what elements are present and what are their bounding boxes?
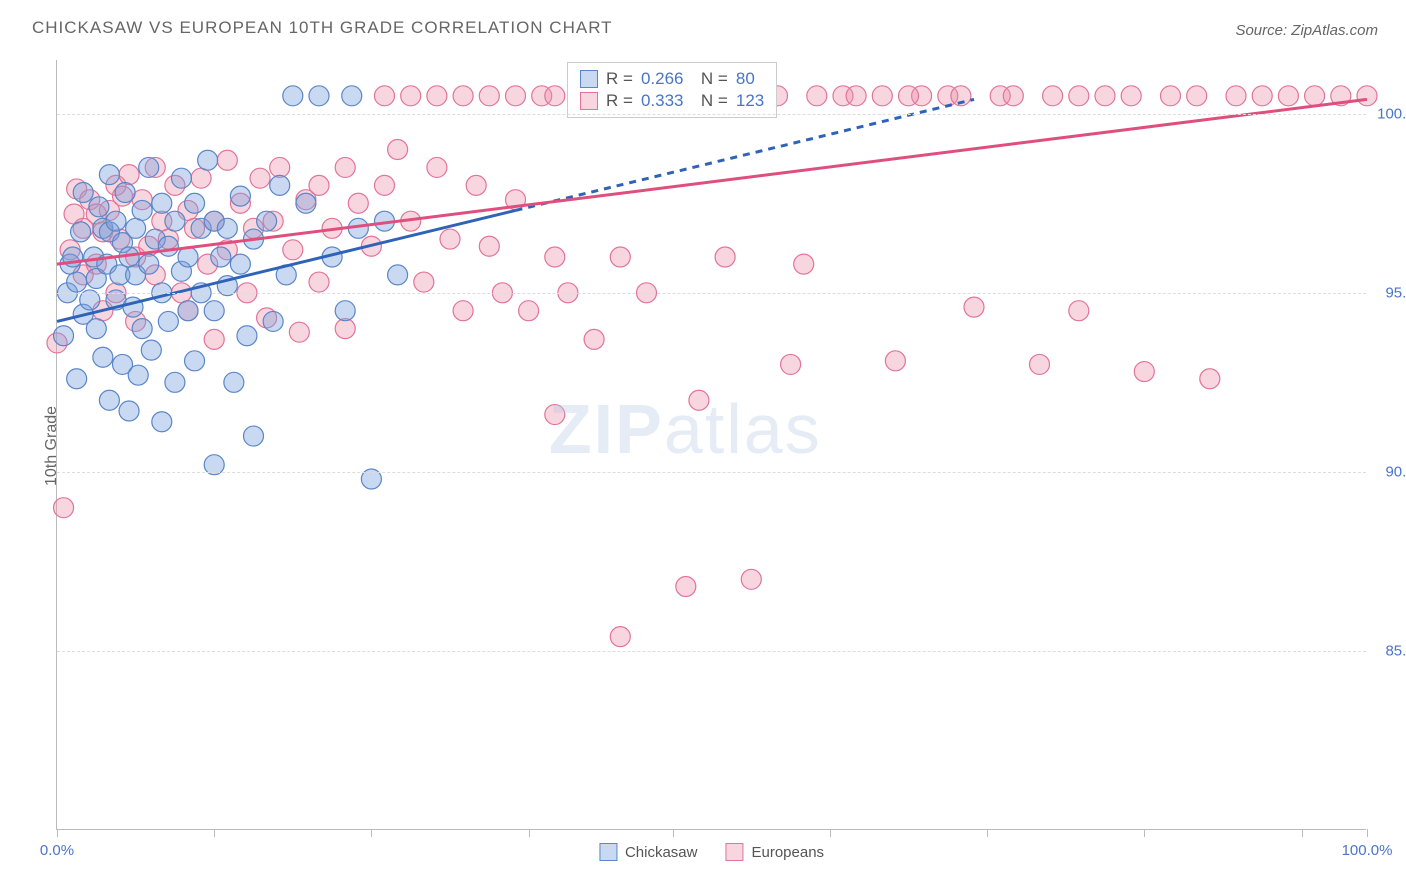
r-label: R =: [606, 91, 633, 111]
n-value-chickasaw: 80: [736, 69, 755, 89]
x-tick: [1367, 829, 1368, 837]
swatch-chickasaw-icon: [580, 70, 598, 88]
y-tick-label: 85.0%: [1385, 642, 1406, 659]
r-label: R =: [606, 69, 633, 89]
legend-item-chickasaw: Chickasaw: [599, 843, 698, 861]
correlation-info-box: R = 0.266 N = 80 R = 0.333 N = 123: [567, 62, 777, 118]
n-label: N =: [691, 69, 727, 89]
y-tick-label: 90.0%: [1385, 463, 1406, 480]
x-tick: [830, 829, 831, 837]
legend-label-europeans: Europeans: [751, 844, 824, 861]
r-value-chickasaw: 0.266: [641, 69, 684, 89]
info-row-chickasaw: R = 0.266 N = 80: [580, 69, 764, 89]
legend-label-chickasaw: Chickasaw: [625, 844, 698, 861]
n-label: N =: [691, 91, 727, 111]
plot-area: ZIPatlas R = 0.266 N = 80 R = 0.333 N = …: [56, 60, 1366, 830]
x-tick: [529, 829, 530, 837]
x-tick: [57, 829, 58, 837]
x-tick: [1302, 829, 1303, 837]
x-tick-label: 0.0%: [40, 842, 74, 859]
swatch-europeans-icon: [580, 92, 598, 110]
x-tick: [1144, 829, 1145, 837]
chart-svg: [57, 60, 1366, 829]
legend-swatch-europeans-icon: [725, 843, 743, 861]
n-value-europeans: 123: [736, 91, 764, 111]
x-tick-label: 100.0%: [1342, 842, 1393, 859]
bottom-legend: Chickasaw Europeans: [599, 843, 824, 861]
r-value-europeans: 0.333: [641, 91, 684, 111]
info-row-europeans: R = 0.333 N = 123: [580, 91, 764, 111]
x-tick: [214, 829, 215, 837]
chart-container: CHICKASAW VS EUROPEAN 10TH GRADE CORRELA…: [0, 0, 1406, 892]
x-tick: [371, 829, 372, 837]
x-tick: [673, 829, 674, 837]
y-tick-label: 95.0%: [1385, 284, 1406, 301]
source-label: Source: ZipAtlas.com: [1235, 22, 1378, 39]
legend-item-europeans: Europeans: [725, 843, 824, 861]
chart-title: CHICKASAW VS EUROPEAN 10TH GRADE CORRELA…: [32, 18, 613, 38]
legend-swatch-chickasaw-icon: [599, 843, 617, 861]
x-tick: [987, 829, 988, 837]
y-tick-label: 100.0%: [1377, 105, 1406, 122]
